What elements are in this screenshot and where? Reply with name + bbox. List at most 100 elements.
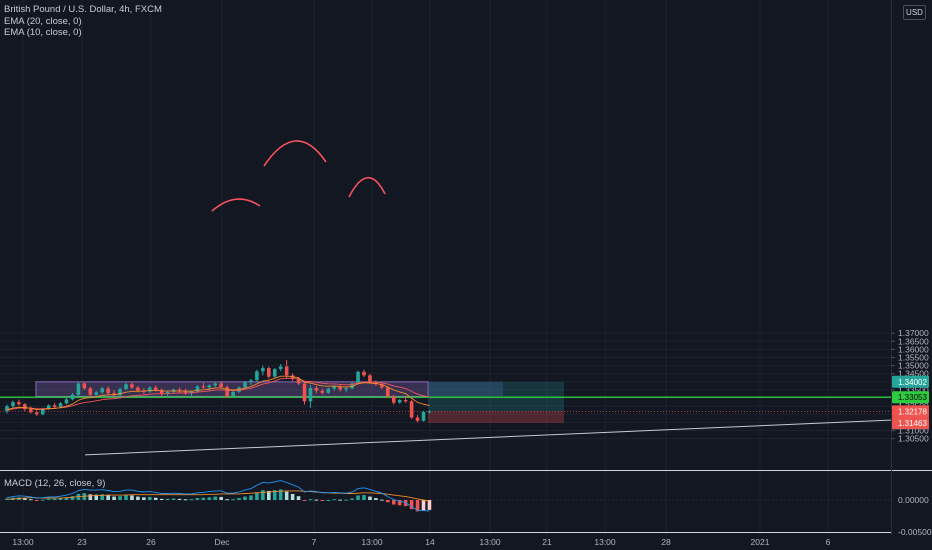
profit-zone-inner: [428, 381, 503, 397]
macd-histogram-bar: [409, 500, 414, 510]
macd-pane: [0, 480, 891, 533]
candle-body: [118, 389, 122, 396]
price-tick-label: 1.36500: [898, 336, 929, 346]
candle-body: [261, 368, 265, 372]
candle-body: [308, 388, 313, 402]
candle-body: [136, 387, 140, 391]
candle-body: [207, 385, 212, 388]
macd-histogram-bar: [153, 497, 158, 500]
time-tick-label: 13:00: [594, 537, 616, 547]
macd-histogram-bar: [308, 499, 313, 501]
macd-histogram-bar: [344, 499, 348, 501]
candle-body: [338, 386, 342, 390]
candle-body: [326, 388, 331, 393]
macd-histogram-bar: [5, 498, 9, 500]
left-shoulder-arc[interactable]: [211, 198, 261, 212]
macd-histogram-bar: [261, 490, 265, 500]
price-tick-label: 1.34500: [898, 369, 929, 379]
macd-histogram-bar: [314, 499, 319, 501]
candle-body: [177, 389, 182, 392]
candle-body: [231, 391, 235, 397]
time-tick-label: 6: [826, 537, 831, 547]
candle-body: [17, 402, 21, 405]
right-shoulder-arc[interactable]: [348, 177, 386, 198]
price-tag-bg: [892, 375, 929, 388]
candle-body: [386, 387, 390, 397]
grid-lines: [0, 0, 891, 535]
macd-histogram-bar: [130, 495, 134, 500]
candle-body: [427, 411, 432, 413]
macd-histogram-bar: [255, 492, 259, 500]
loss-zone[interactable]: [428, 411, 564, 423]
macd-histogram-bar: [386, 500, 390, 503]
candle-body: [148, 387, 152, 392]
macd-histogram-bar: [415, 500, 420, 512]
candle-body: [296, 378, 301, 384]
candle-body: [159, 389, 164, 395]
macd-histogram-bar: [231, 499, 235, 501]
macd-histogram-bar: [118, 496, 122, 500]
candle-body: [34, 412, 39, 415]
trendline[interactable]: [84, 419, 892, 456]
candle-body: [130, 384, 134, 388]
candle-body: [106, 388, 110, 394]
macd-histogram-bar: [136, 496, 140, 500]
time-tick-label: 28: [661, 537, 671, 547]
macd-histogram-bar: [272, 490, 277, 500]
candle-body: [40, 408, 45, 415]
head-arc[interactable]: [263, 140, 327, 167]
macd-histogram-bar: [70, 496, 75, 500]
candle-body: [213, 383, 218, 386]
candle-body: [403, 400, 408, 402]
macd-histogram-bar: [171, 498, 176, 500]
macd-signal-line: [6, 490, 430, 502]
macd-histogram-bar: [148, 496, 152, 500]
macd-line: [6, 480, 430, 512]
candle-body: [249, 380, 253, 383]
macd-axis: 0.00000 -0.00500: [898, 495, 932, 537]
macd-legend[interactable]: MACD (12, 26, close, 9): [4, 478, 106, 489]
macd-tick-zero: 0.00000: [898, 495, 929, 505]
price-tag-label: 1.34002: [898, 378, 927, 387]
long-position-tool[interactable]: [428, 381, 564, 423]
macd-histogram-bar: [356, 495, 360, 500]
time-axis[interactable]: 13:00 23 26 Dec 7 13:00 14 13:00 21 13:00 28 2021 6: [12, 537, 830, 547]
head-and-shoulders-drawing[interactable]: [211, 140, 386, 212]
candle-body: [183, 391, 188, 394]
candle-body: [94, 392, 99, 395]
macd-histogram-bar: [397, 500, 402, 506]
candle-body: [23, 404, 27, 410]
candle-body: [362, 371, 366, 376]
currency-button[interactable]: USD: [903, 5, 926, 20]
candle-body: [255, 371, 259, 381]
macd-histogram-bar: [338, 499, 342, 501]
candle-body: [70, 394, 75, 400]
time-tick-label: 13:00: [361, 537, 383, 547]
macd-histogram-bar: [29, 499, 33, 501]
candle-body: [267, 368, 271, 377]
macd-histogram-bar: [165, 498, 170, 500]
macd-histogram-bar: [249, 495, 253, 500]
macd-histogram-bar: [23, 498, 27, 500]
symbol-title[interactable]: British Pound / U.S. Dollar, 4h, FXCM: [4, 4, 162, 15]
ema10-legend[interactable]: EMA (10, close, 0): [4, 27, 82, 38]
candle-body: [332, 386, 337, 389]
candle-body: [112, 393, 116, 396]
time-tick-label: 14: [425, 537, 435, 547]
candle-body: [52, 405, 57, 407]
time-tick-label: 2021: [751, 537, 770, 547]
candle-body: [391, 396, 396, 403]
candle-body: [58, 403, 63, 407]
price-tag-bg: [892, 391, 929, 404]
macd-histogram-bar: [219, 496, 223, 500]
candle-body: [201, 386, 206, 388]
macd-histogram-bar: [201, 497, 206, 500]
ema20-legend[interactable]: EMA (20, close, 0): [4, 15, 82, 27]
macd-histogram-bar: [332, 499, 337, 501]
macd-histogram-bar: [284, 491, 289, 500]
macd-histogram-bar: [189, 499, 194, 501]
candle-body: [284, 366, 289, 376]
price-tick-label: 1.30500: [898, 434, 929, 444]
